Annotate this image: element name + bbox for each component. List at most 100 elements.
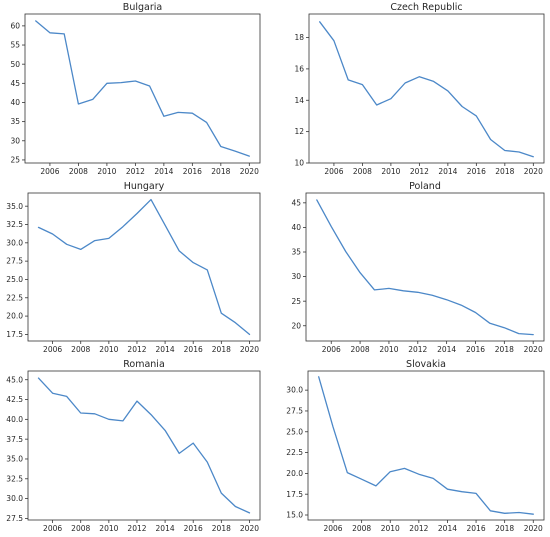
data-point <box>489 510 491 512</box>
x-tick-label: 2016 <box>467 524 486 533</box>
data-point <box>150 413 152 415</box>
y-tick-label: 22.5 <box>286 448 303 457</box>
y-tick-label: 22.5 <box>6 293 23 302</box>
x-tick-label: 2018 <box>495 167 514 176</box>
x-tick-label: 2010 <box>99 524 118 533</box>
x-tick-label: 2014 <box>438 524 457 533</box>
data-point <box>80 248 82 250</box>
y-tick-label: 27.5 <box>6 514 23 523</box>
x-tick-label: 2010 <box>381 167 400 176</box>
data-point <box>192 261 194 263</box>
series-line <box>37 377 251 514</box>
x-tick-label: 2020 <box>524 167 543 176</box>
data-point <box>49 32 51 34</box>
data-point <box>220 492 222 494</box>
data-point <box>332 426 334 428</box>
x-tick-label: 2008 <box>71 345 90 354</box>
data-point <box>248 155 250 157</box>
y-tick-label: 60 <box>10 21 20 30</box>
x-tick-label: 2008 <box>71 524 90 533</box>
data-point <box>163 115 165 117</box>
data-point <box>108 237 110 239</box>
y-tick-label: 30.0 <box>6 238 23 247</box>
data-point <box>92 98 94 100</box>
data-point <box>489 322 491 324</box>
panel-hungary: Hungary 17.5 20.0 22.5 25.0 27.5 30.0 32.5 35.0 2… <box>6 181 261 354</box>
x-tick-label: 2008 <box>69 167 88 176</box>
y-tick-label: 45.0 <box>6 375 23 384</box>
data-point <box>248 333 250 335</box>
data-point <box>330 225 332 227</box>
x-tick-label: 2020 <box>524 524 543 533</box>
data-point <box>136 400 138 402</box>
x-tick-label: 2016 <box>467 167 486 176</box>
data-point <box>418 76 420 78</box>
data-point <box>205 121 207 123</box>
data-point <box>319 21 321 23</box>
y-tick-label: 42.5 <box>6 395 23 404</box>
x-tick-label: 2008 <box>351 345 370 354</box>
data-point <box>432 477 434 479</box>
y-tick-label: 40 <box>291 223 301 232</box>
x-tick-label: 2010 <box>97 167 116 176</box>
data-point <box>532 156 534 158</box>
axes-frame <box>305 192 545 342</box>
x-tick-label: 2014 <box>438 167 457 176</box>
data-point <box>532 513 534 515</box>
x-tick-label: 2012 <box>410 167 429 176</box>
data-point <box>489 138 491 140</box>
y-tick-label: 35 <box>10 117 20 126</box>
series-line <box>37 198 251 336</box>
data-point <box>94 413 96 415</box>
y-tick-label: 32.5 <box>6 220 23 229</box>
y-tick-label: 12 <box>294 127 304 136</box>
x-tick-label: 2016 <box>466 345 485 354</box>
data-point <box>37 226 39 228</box>
x-tick-label: 2014 <box>437 345 456 354</box>
y-tick-label: 35.0 <box>6 455 23 464</box>
data-point <box>191 112 193 114</box>
data-point <box>346 471 348 473</box>
data-point <box>504 512 506 514</box>
y-tick-label: 25.0 <box>6 275 23 284</box>
y-tick-label: 35.0 <box>6 202 23 211</box>
x-tick-label: 2014 <box>156 345 175 354</box>
data-point <box>318 376 320 378</box>
y-tick-label: 32.5 <box>6 474 23 483</box>
axes-frame <box>307 370 545 521</box>
panel-poland: Poland 20 25 30 35 40 45 2006 2008 2010 2012 2014 20… <box>291 181 545 354</box>
data-point <box>460 304 462 306</box>
x-tick-label: 2012 <box>127 524 146 533</box>
x-tick-label: 2018 <box>212 524 231 533</box>
data-point <box>234 150 236 152</box>
data-point <box>373 289 375 291</box>
data-point <box>376 104 378 106</box>
x-tick-label: 2010 <box>381 524 400 533</box>
chart-title: Poland <box>409 181 441 192</box>
x-tick-label: 2014 <box>156 524 175 533</box>
data-point <box>388 287 390 289</box>
x-tick-label: 2018 <box>495 524 514 533</box>
x-tick-label: 2012 <box>409 524 428 533</box>
chart-title: Romania <box>123 359 165 370</box>
data-point <box>206 461 208 463</box>
chart-title: Hungary <box>124 181 165 192</box>
data-point <box>120 81 122 83</box>
data-point <box>35 20 37 22</box>
data-point <box>63 33 65 35</box>
x-tick-label: 2018 <box>212 345 231 354</box>
y-tick-label: 15.0 <box>286 511 303 520</box>
data-point <box>359 272 361 274</box>
data-point <box>37 377 39 379</box>
y-tick-label: 18 <box>294 33 304 42</box>
data-point <box>432 80 434 82</box>
x-tick-label: 2006 <box>323 524 342 533</box>
series-line <box>316 199 534 336</box>
y-tick-label: 45 <box>291 198 301 207</box>
y-tick-label: 37.5 <box>6 435 23 444</box>
data-point <box>518 151 520 153</box>
data-point <box>361 83 363 85</box>
y-tick-label: 25 <box>10 156 20 165</box>
data-point <box>389 471 391 473</box>
x-tick-label: 2008 <box>353 167 372 176</box>
